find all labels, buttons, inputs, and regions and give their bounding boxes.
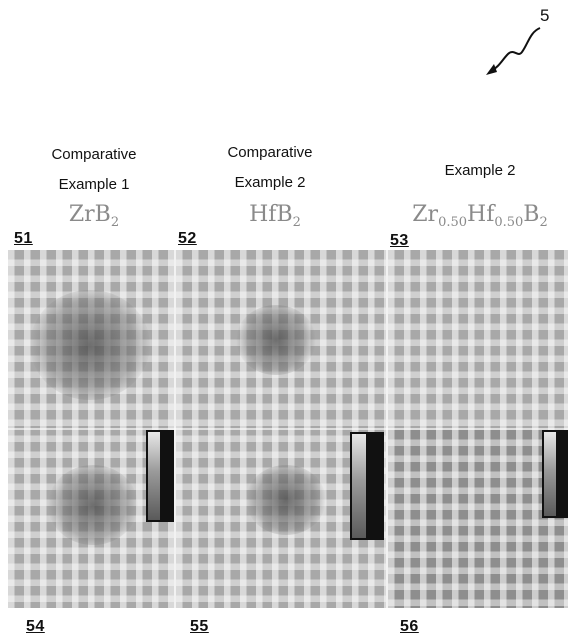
- row-divider: [8, 428, 568, 430]
- colorbar-scale: [146, 430, 174, 522]
- column-title-1: Comparative Example 1: [51, 146, 137, 193]
- ref-52: 52: [178, 230, 197, 247]
- micrograph-column-1: [8, 250, 174, 608]
- erosion-spot: [236, 305, 316, 375]
- erosion-spot: [48, 465, 138, 545]
- ref-56: 56: [400, 618, 419, 635]
- colorbar-scale: [542, 430, 568, 518]
- erosion-spot: [30, 290, 150, 400]
- formula-zrb2: ZrB2: [68, 202, 120, 230]
- micrograph-lower-texture: [388, 430, 568, 608]
- column-title-3: Example 2: [444, 162, 516, 179]
- colorbar-scale: [350, 432, 384, 540]
- figure-number: 5: [540, 6, 550, 25]
- ref-54: 54: [26, 618, 45, 635]
- erosion-spot: [246, 465, 326, 535]
- ref-51: 51: [14, 230, 33, 247]
- reference-arrow-icon: [486, 27, 541, 75]
- column-title-2: Comparative Example 2: [227, 144, 313, 191]
- formula-hfb2: HfB2: [249, 202, 301, 230]
- ref-55: 55: [190, 618, 209, 635]
- formula-zr-hf-b2: Zr0.50Hf0.50B2: [412, 202, 548, 230]
- ref-53: 53: [390, 232, 409, 249]
